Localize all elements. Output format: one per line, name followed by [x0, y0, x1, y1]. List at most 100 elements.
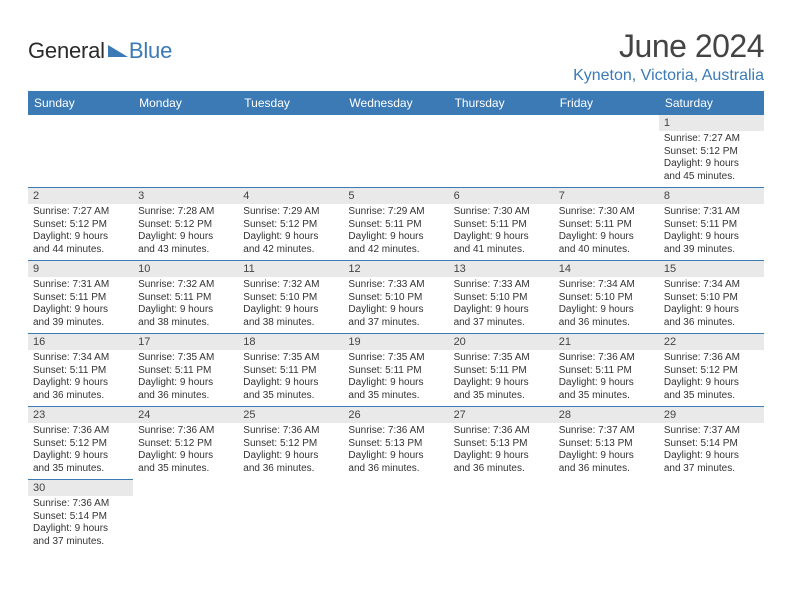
brand-text-1: General	[28, 38, 105, 64]
day-number: 13	[449, 261, 554, 277]
day-info-line: Daylight: 9 hours	[33, 304, 128, 317]
day-info: Sunrise: 7:27 AMSunset: 5:12 PMDaylight:…	[28, 206, 133, 256]
day-info-line: Sunset: 5:12 PM	[243, 219, 338, 232]
calendar-day-cell: 10Sunrise: 7:32 AMSunset: 5:11 PMDayligh…	[133, 261, 238, 334]
day-info: Sunrise: 7:29 AMSunset: 5:12 PMDaylight:…	[238, 206, 343, 256]
day-number: 27	[449, 407, 554, 423]
day-info-line: Daylight: 9 hours	[348, 450, 443, 463]
day-info-line: and 37 minutes.	[664, 463, 759, 476]
day-info: Sunrise: 7:35 AMSunset: 5:11 PMDaylight:…	[238, 352, 343, 402]
day-info: Sunrise: 7:31 AMSunset: 5:11 PMDaylight:…	[28, 279, 133, 329]
day-info-line: Sunset: 5:10 PM	[664, 292, 759, 305]
day-info-line: Sunrise: 7:36 AM	[33, 498, 128, 511]
day-info-line: Sunrise: 7:37 AM	[664, 425, 759, 438]
day-info-line: Sunrise: 7:36 AM	[348, 425, 443, 438]
day-info-line: Sunrise: 7:27 AM	[33, 206, 128, 219]
day-info-line: Daylight: 9 hours	[454, 231, 549, 244]
calendar-day-cell: 20Sunrise: 7:35 AMSunset: 5:11 PMDayligh…	[449, 334, 554, 407]
calendar-day-cell	[449, 115, 554, 188]
day-info-line: Sunrise: 7:32 AM	[243, 279, 338, 292]
day-number: 2	[28, 188, 133, 204]
calendar-week-row: 1Sunrise: 7:27 AMSunset: 5:12 PMDaylight…	[28, 115, 764, 188]
day-info-line: and 35 minutes.	[559, 390, 654, 403]
day-info-line: Sunset: 5:13 PM	[559, 438, 654, 451]
day-info-line: and 36 minutes.	[454, 463, 549, 476]
location-text: Kyneton, Victoria, Australia	[573, 67, 764, 85]
day-info-line: Daylight: 9 hours	[559, 231, 654, 244]
day-number: 26	[343, 407, 448, 423]
day-number: 3	[133, 188, 238, 204]
day-info-line: Sunset: 5:14 PM	[664, 438, 759, 451]
day-info-line: Sunrise: 7:36 AM	[559, 352, 654, 365]
day-info-line: Daylight: 9 hours	[138, 231, 233, 244]
calendar-day-cell: 26 Sunrise: 7:36 AMSunset: 5:13 PMDayligh…	[343, 407, 448, 480]
calendar-day-cell	[554, 115, 659, 188]
day-number: 14	[554, 261, 659, 277]
calendar-day-cell: 6Sunrise: 7:30 AMSunset: 5:11 PMDaylight…	[449, 188, 554, 261]
weekday-header-row: Sunday Monday Tuesday Wednesday Thursday…	[28, 91, 764, 115]
day-number: 5	[343, 188, 448, 204]
calendar-day-cell: 1Sunrise: 7:27 AMSunset: 5:12 PMDaylight…	[659, 115, 764, 188]
day-info-line: Daylight: 9 hours	[33, 377, 128, 390]
day-info-line: Daylight: 9 hours	[138, 304, 233, 317]
day-info-line: Sunrise: 7:31 AM	[664, 206, 759, 219]
day-info-line: Sunset: 5:12 PM	[664, 365, 759, 378]
calendar-day-cell: 19Sunrise: 7:35 AMSunset: 5:11 PMDayligh…	[343, 334, 448, 407]
day-info-line: Daylight: 9 hours	[138, 377, 233, 390]
day-info-line: Sunrise: 7:31 AM	[33, 279, 128, 292]
day-info-line: Sunset: 5:13 PM	[454, 438, 549, 451]
day-info-line: and 37 minutes.	[454, 317, 549, 330]
calendar-day-cell	[659, 480, 764, 553]
day-info-line: Sunset: 5:11 PM	[33, 365, 128, 378]
day-info-line: Daylight: 9 hours	[559, 377, 654, 390]
calendar-day-cell: 11Sunrise: 7:32 AMSunset: 5:10 PMDayligh…	[238, 261, 343, 334]
day-info-line: Sunset: 5:13 PM	[348, 438, 443, 451]
day-info: Sunrise: 7:34 AMSunset: 5:10 PMDaylight:…	[554, 279, 659, 329]
day-number-empty	[449, 480, 554, 496]
day-info-line: Sunrise: 7:28 AM	[138, 206, 233, 219]
day-info-line: Daylight: 9 hours	[33, 231, 128, 244]
day-info-line: Daylight: 9 hours	[454, 450, 549, 463]
weekday-header: Saturday	[659, 91, 764, 115]
day-number-empty	[343, 115, 448, 131]
day-number: 1	[659, 115, 764, 131]
weekday-header: Thursday	[449, 91, 554, 115]
calendar-day-cell	[343, 480, 448, 553]
day-info-line: and 45 minutes.	[664, 171, 759, 184]
day-info-line: Sunrise: 7:35 AM	[454, 352, 549, 365]
day-number: 4	[238, 188, 343, 204]
day-info-line: Sunrise: 7:34 AM	[559, 279, 654, 292]
day-info-line: and 43 minutes.	[138, 244, 233, 257]
day-info-line: and 37 minutes.	[33, 536, 128, 549]
weekday-header: Friday	[554, 91, 659, 115]
day-info-line: Sunrise: 7:37 AM	[559, 425, 654, 438]
day-info-line: and 35 minutes.	[33, 463, 128, 476]
day-info: Sunrise: 7:37 AMSunset: 5:13 PMDaylight:…	[554, 425, 659, 475]
day-info-line: Sunrise: 7:36 AM	[138, 425, 233, 438]
calendar-day-cell: 5Sunrise: 7:29 AMSunset: 5:11 PMDaylight…	[343, 188, 448, 261]
day-info-line: and 36 minutes.	[243, 463, 338, 476]
day-info-line: Sunset: 5:10 PM	[243, 292, 338, 305]
day-info-line: Daylight: 9 hours	[33, 450, 128, 463]
day-info-line: Sunset: 5:12 PM	[243, 438, 338, 451]
day-number: 19	[343, 334, 448, 350]
day-info-line: Sunrise: 7:34 AM	[664, 279, 759, 292]
day-info: Sunrise: 7:36 AMSunset: 5:12 PMDaylight:…	[133, 425, 238, 475]
day-number: 15	[659, 261, 764, 277]
day-info-line: and 35 minutes.	[243, 390, 338, 403]
day-info: Sunrise: 7:35 AMSunset: 5:11 PMDaylight:…	[449, 352, 554, 402]
calendar-day-cell: 12Sunrise: 7:33 AMSunset: 5:10 PMDayligh…	[343, 261, 448, 334]
calendar-week-row: 9Sunrise: 7:31 AMSunset: 5:11 PMDaylight…	[28, 261, 764, 334]
day-info-line: Sunrise: 7:35 AM	[243, 352, 338, 365]
day-info: Sunrise: 7:36 AMSunset: 5:13 PMDaylight:…	[449, 425, 554, 475]
calendar-day-cell	[238, 480, 343, 553]
day-number-empty	[659, 480, 764, 496]
day-info-line: and 35 minutes.	[454, 390, 549, 403]
day-info: Sunrise: 7:35 AMSunset: 5:11 PMDaylight:…	[133, 352, 238, 402]
calendar-week-row: 2Sunrise: 7:27 AMSunset: 5:12 PMDaylight…	[28, 188, 764, 261]
day-info-line: and 39 minutes.	[664, 244, 759, 257]
day-info: Sunrise: 7:36 AMSunset: 5:14 PMDaylight:…	[28, 498, 133, 548]
day-info-line: Sunset: 5:12 PM	[138, 438, 233, 451]
day-number: 7	[554, 188, 659, 204]
day-info-line: Sunrise: 7:27 AM	[664, 133, 759, 146]
